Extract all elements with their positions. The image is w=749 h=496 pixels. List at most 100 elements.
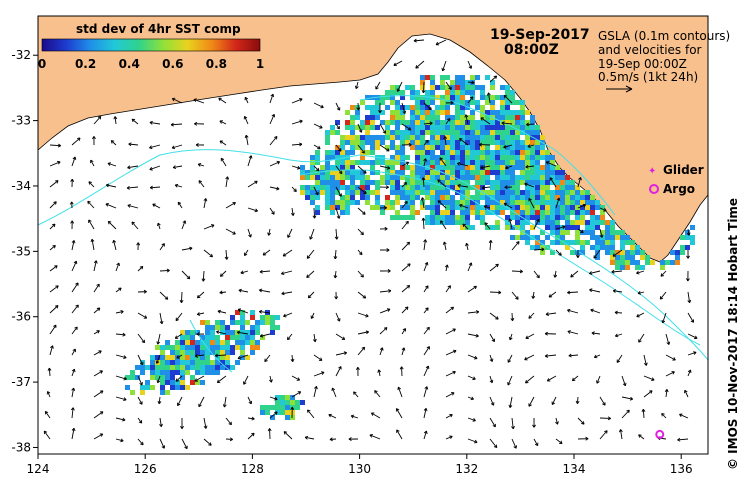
velocity-arrow bbox=[616, 354, 623, 363]
velocity-arrow bbox=[467, 396, 474, 401]
velocity-arrow bbox=[480, 117, 491, 125]
sst-cell bbox=[280, 405, 285, 410]
velocity-arrow bbox=[259, 333, 271, 338]
sst-cell bbox=[595, 235, 600, 240]
sst-cell bbox=[450, 85, 455, 90]
velocity-arrow bbox=[71, 137, 81, 146]
sst-cell bbox=[595, 215, 600, 220]
sst-cell bbox=[425, 120, 430, 125]
velocity-arrow bbox=[638, 434, 645, 440]
velocity-arrow bbox=[224, 249, 229, 260]
sst-cell bbox=[620, 265, 625, 270]
sst-cell bbox=[365, 105, 370, 110]
sst-cell bbox=[460, 195, 465, 200]
sst-cell bbox=[510, 200, 515, 205]
sst-cell bbox=[330, 155, 335, 160]
velocity-arrow bbox=[507, 375, 513, 386]
sst-cell bbox=[530, 170, 535, 175]
sst-cell bbox=[440, 145, 445, 150]
sst-cell bbox=[380, 175, 385, 180]
velocity-arrow bbox=[203, 249, 213, 258]
argo-icon bbox=[649, 184, 659, 194]
sst-cell bbox=[340, 140, 345, 145]
sst-cell bbox=[420, 155, 425, 160]
sst-cell bbox=[340, 145, 345, 150]
sst-cell bbox=[495, 205, 500, 210]
velocity-arrow bbox=[621, 375, 627, 387]
sst-cell bbox=[435, 215, 440, 220]
sst-cell bbox=[685, 230, 690, 235]
sst-cell bbox=[375, 115, 380, 120]
velocity-arrow bbox=[553, 270, 558, 278]
sst-cell bbox=[400, 95, 405, 100]
sst-cell bbox=[470, 175, 475, 180]
sst-cell bbox=[330, 180, 335, 185]
sst-cell bbox=[205, 360, 210, 365]
sst-cell bbox=[510, 235, 515, 240]
velocity-arrow bbox=[599, 396, 606, 406]
sst-cell bbox=[515, 185, 520, 190]
sst-cell bbox=[540, 175, 545, 180]
sst-cell bbox=[480, 135, 485, 140]
sst-cell bbox=[510, 155, 515, 160]
sst-cell bbox=[430, 175, 435, 180]
velocity-arrow bbox=[511, 291, 519, 300]
sst-cell bbox=[615, 265, 620, 270]
velocity-arrow bbox=[357, 330, 370, 335]
velocity-arrow bbox=[353, 391, 359, 398]
velocity-arrow bbox=[312, 333, 317, 343]
info-line: 0.5m/s (1kt 24h) bbox=[598, 70, 698, 84]
sst-cell bbox=[560, 170, 565, 175]
velocity-arrow bbox=[219, 120, 227, 125]
sst-cell bbox=[350, 115, 355, 120]
velocity-arrow bbox=[393, 60, 403, 67]
sst-cell bbox=[190, 335, 195, 340]
sst-cell bbox=[470, 200, 475, 205]
sst-cell bbox=[395, 210, 400, 215]
sst-cell bbox=[530, 225, 535, 230]
sst-cell bbox=[440, 85, 445, 90]
sst-cell bbox=[505, 150, 510, 155]
sst-cell bbox=[310, 195, 315, 200]
velocity-arrow bbox=[225, 417, 232, 426]
velocity-arrow bbox=[137, 354, 144, 366]
sst-cell bbox=[395, 155, 400, 160]
sst-cell bbox=[590, 195, 595, 200]
sst-cell bbox=[375, 140, 380, 145]
sst-cell bbox=[460, 205, 465, 210]
sst-cell bbox=[360, 185, 365, 190]
sst-cell bbox=[625, 265, 630, 270]
velocity-arrow bbox=[329, 437, 337, 442]
sst-cell bbox=[415, 95, 420, 100]
sst-cell bbox=[345, 170, 350, 175]
velocity-arrow bbox=[401, 306, 409, 314]
sst-cell bbox=[460, 165, 465, 170]
sst-cell bbox=[570, 200, 575, 205]
sst-cell bbox=[360, 175, 365, 180]
sst-cell bbox=[265, 410, 270, 415]
sst-cell bbox=[465, 170, 470, 175]
sst-cell bbox=[375, 125, 380, 130]
sst-cell bbox=[505, 130, 510, 135]
sst-cell bbox=[460, 110, 465, 115]
sst-cell bbox=[635, 245, 640, 250]
sst-cell bbox=[345, 160, 350, 165]
velocity-arrow bbox=[445, 328, 456, 335]
sst-cell bbox=[390, 115, 395, 120]
sst-cell bbox=[170, 345, 175, 350]
sst-cell bbox=[390, 145, 395, 150]
sst-cell bbox=[530, 215, 535, 220]
sst-cell bbox=[450, 115, 455, 120]
sst-cell bbox=[460, 225, 465, 230]
sst-cell bbox=[520, 145, 525, 150]
sst-cell bbox=[400, 155, 405, 160]
sst-cell bbox=[290, 400, 295, 405]
sst-cell bbox=[465, 185, 470, 190]
sst-cell bbox=[370, 145, 375, 150]
lat-tick-label: -32 bbox=[11, 48, 31, 62]
sst-cell bbox=[530, 125, 535, 130]
velocity-arrow bbox=[149, 120, 161, 125]
sst-cell bbox=[550, 250, 555, 255]
sst-cell bbox=[355, 140, 360, 145]
velocity-arrow bbox=[545, 312, 557, 316]
